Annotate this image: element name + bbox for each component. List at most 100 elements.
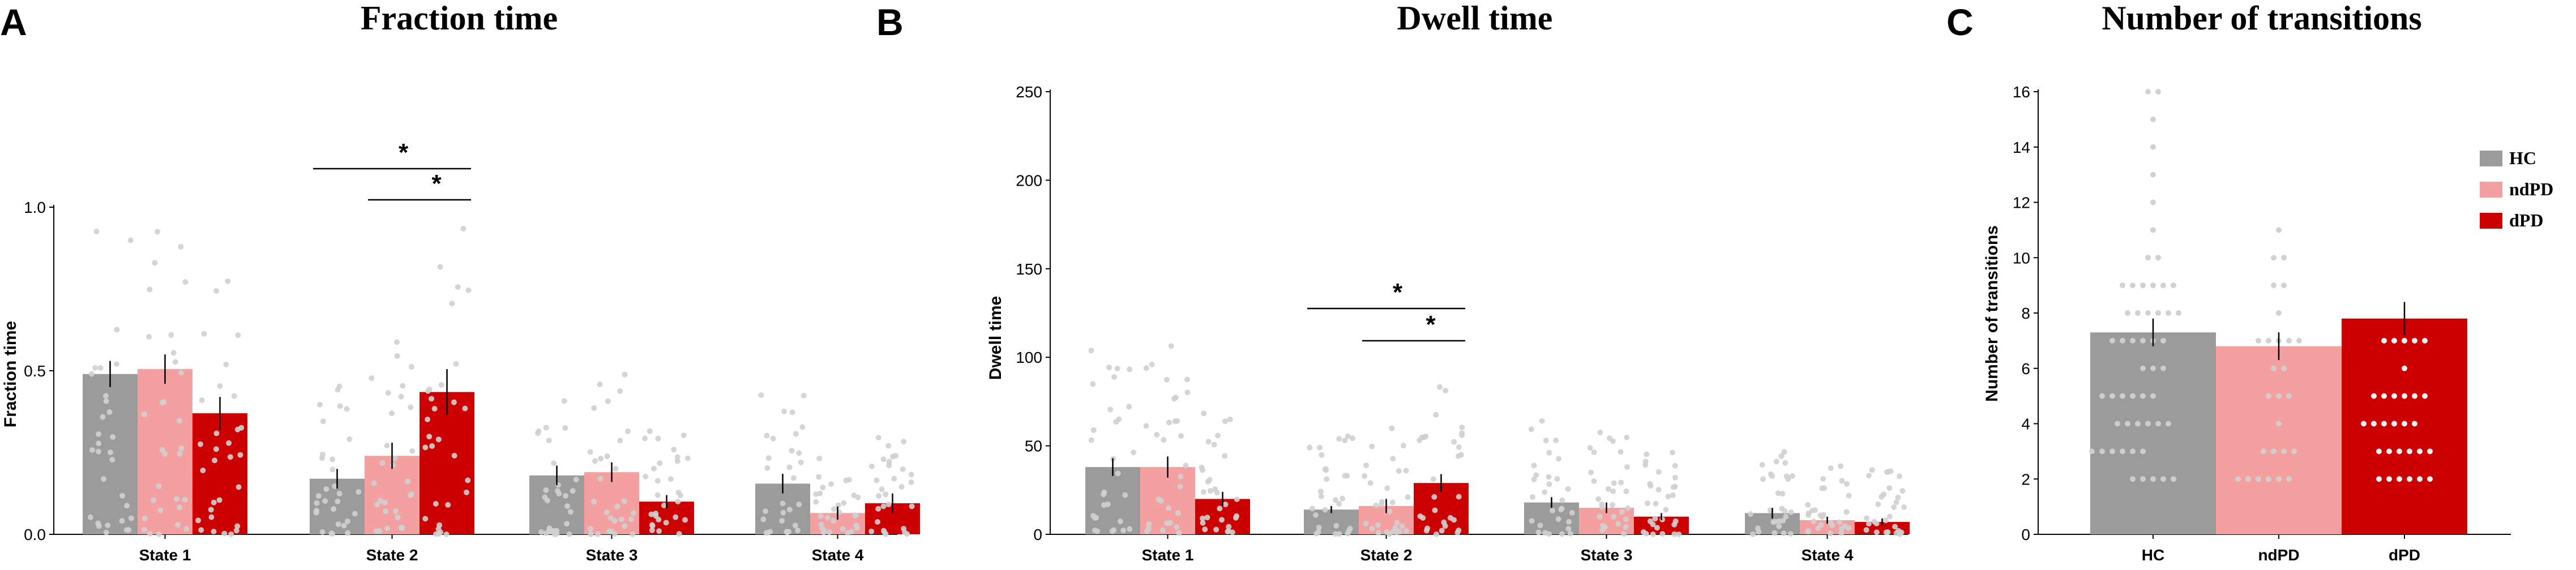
y-tick-label: 0 (1033, 526, 1042, 543)
y-tick-label: 2 (2021, 470, 2030, 488)
data-point (2417, 199, 2423, 205)
data-point (1623, 516, 1629, 522)
data-point (97, 365, 104, 371)
data-point (159, 447, 165, 453)
data-point (780, 500, 786, 507)
panel-b-title: Dwell time (1397, 0, 1553, 37)
data-point (331, 506, 337, 512)
data-point (1591, 449, 1597, 455)
data-point (770, 435, 776, 442)
data-point (2140, 282, 2146, 289)
data-point (1456, 494, 1462, 500)
data-point (816, 474, 822, 480)
data-point (195, 517, 202, 524)
data-point (793, 431, 799, 437)
data-point (2089, 448, 2095, 455)
data-point (156, 531, 162, 537)
data-point (1166, 505, 1172, 511)
data-point (2422, 337, 2428, 344)
data-point (1369, 443, 1375, 449)
legend-label-dpd: dPD (2509, 210, 2543, 230)
significance-star: * (1393, 278, 1403, 306)
data-point (780, 509, 786, 516)
data-point (2176, 310, 2181, 316)
data-point (820, 485, 826, 491)
data-point (880, 503, 887, 509)
data-point (799, 424, 806, 430)
data-point (330, 466, 336, 473)
data-point (1459, 425, 1465, 431)
data-point (1161, 437, 1167, 443)
data-point (465, 477, 471, 483)
data-point (1167, 520, 1173, 526)
data-point (1619, 509, 1625, 515)
x-category-label: State 2 (1360, 546, 1413, 564)
data-point (1670, 492, 1676, 498)
x-category-label: State 4 (1802, 546, 1854, 564)
data-point (841, 500, 847, 506)
data-point (2256, 476, 2261, 482)
data-point (2160, 476, 2166, 482)
data-point (2266, 476, 2271, 482)
data-point (317, 401, 323, 408)
data-point (2171, 476, 2176, 482)
data-point (2412, 337, 2417, 344)
data-point (1886, 513, 1893, 520)
data-point (618, 516, 624, 522)
data-point (2402, 421, 2407, 427)
data-point (661, 502, 667, 508)
data-point (2166, 310, 2171, 316)
data-point (2427, 448, 2433, 455)
data-point (2397, 199, 2402, 205)
data-point (335, 387, 341, 393)
data-point (2271, 282, 2277, 289)
data-point (183, 526, 190, 532)
data-point (161, 398, 167, 405)
bar-hc (1085, 467, 1140, 534)
data-point (657, 460, 663, 466)
data-point (1565, 526, 1572, 532)
data-point (2402, 116, 2407, 122)
data-point (1333, 522, 1340, 529)
data-point (573, 477, 579, 483)
data-point (2402, 393, 2407, 399)
data-point (2417, 476, 2423, 482)
data-point (1623, 524, 1629, 530)
data-point (1609, 502, 1615, 508)
data-point (1543, 438, 1549, 444)
data-point (1403, 468, 1409, 474)
data-point (758, 392, 764, 398)
data-point (437, 264, 443, 270)
data-point (1092, 528, 1098, 534)
data-point (570, 488, 576, 494)
data-point (1565, 486, 1571, 492)
data-point (2120, 393, 2125, 399)
data-point (182, 496, 188, 503)
data-point (217, 383, 223, 389)
data-point (1396, 468, 1402, 474)
data-point (398, 525, 404, 531)
data-point (2150, 172, 2156, 178)
data-point (676, 531, 682, 537)
data-point (1214, 490, 1220, 496)
data-point (1805, 510, 1812, 516)
data-point (2402, 227, 2407, 233)
data-point (465, 287, 472, 293)
data-point (1553, 438, 1559, 444)
data-point (2109, 337, 2115, 344)
data-point (408, 404, 414, 410)
data-point (393, 339, 400, 345)
data-point (2245, 476, 2251, 482)
data-point (2130, 337, 2136, 344)
data-point (1546, 531, 1552, 537)
y-tick-label: 150 (1016, 260, 1042, 278)
data-point (1205, 439, 1212, 445)
data-point (1842, 523, 1848, 529)
data-point (1621, 531, 1627, 537)
data-point (2099, 448, 2105, 455)
data-point (1111, 374, 1118, 380)
data-point (88, 371, 95, 377)
data-point (2286, 337, 2292, 344)
data-point (1434, 531, 1440, 537)
data-point (383, 508, 389, 515)
